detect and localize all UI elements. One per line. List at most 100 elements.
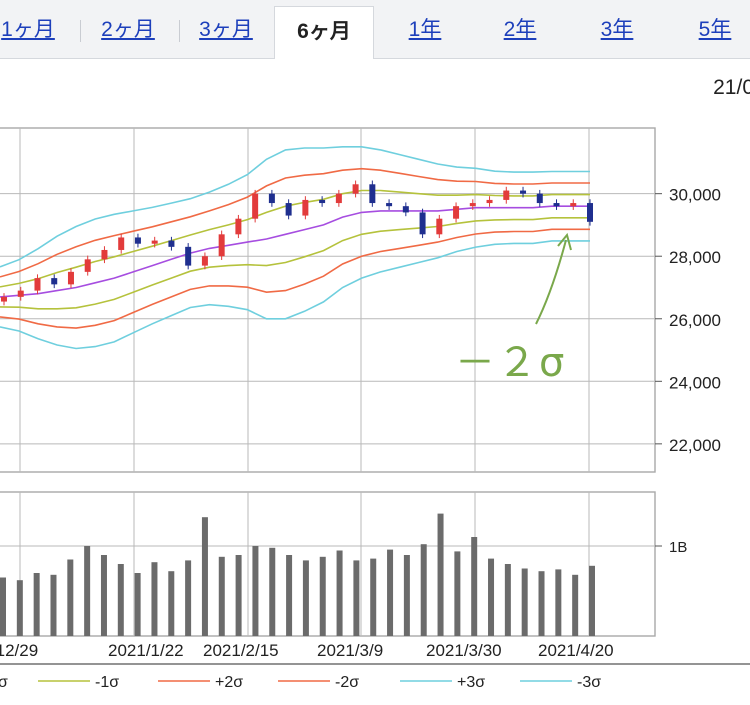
candle-down bbox=[134, 237, 141, 244]
volume-bar bbox=[151, 562, 158, 636]
tab-1-year[interactable]: 1年 bbox=[408, 18, 442, 41]
volume-tick-label: 1B bbox=[669, 539, 687, 556]
tab-6-months[interactable]: 6ヶ月 bbox=[274, 6, 374, 59]
candle-up bbox=[84, 259, 91, 272]
candle-down bbox=[369, 184, 376, 204]
candle-up bbox=[570, 203, 577, 207]
tab-2-months[interactable]: 2ヶ月 bbox=[101, 18, 155, 41]
candle-up bbox=[1, 296, 7, 302]
candle-up bbox=[67, 271, 74, 285]
volume-bar bbox=[420, 544, 427, 636]
volume-bar bbox=[538, 571, 545, 636]
candle-down bbox=[419, 212, 426, 235]
candle-up bbox=[218, 234, 225, 257]
minus-1-sigma-line bbox=[0, 217, 590, 310]
volume-bar bbox=[555, 569, 562, 636]
volume-bar bbox=[572, 574, 579, 636]
candle-down bbox=[553, 203, 560, 207]
volume-bar bbox=[370, 558, 377, 636]
candle-up bbox=[252, 193, 259, 219]
legend-label: -3σ bbox=[577, 674, 601, 691]
volume-bar bbox=[33, 573, 40, 636]
candle-down bbox=[185, 246, 192, 266]
candle-up bbox=[469, 203, 476, 207]
candle-up bbox=[101, 249, 108, 260]
minus-2-sigma-annotation: －２σ bbox=[455, 340, 567, 386]
tab-2-years[interactable]: 2年 bbox=[503, 18, 537, 41]
candle-down bbox=[168, 240, 175, 247]
candle-down bbox=[268, 193, 275, 204]
volume-bar bbox=[488, 558, 495, 636]
tab-1-month[interactable]: 1ヶ月 bbox=[1, 18, 55, 41]
volume-bar bbox=[168, 571, 175, 636]
volume-bar bbox=[67, 559, 74, 636]
candle-down bbox=[51, 278, 58, 285]
tab-separator bbox=[80, 20, 81, 42]
volume-bar bbox=[454, 551, 461, 636]
volume-bar bbox=[504, 564, 511, 636]
volume-bar bbox=[387, 549, 394, 636]
legend-label: -2σ bbox=[335, 674, 359, 691]
price-tick-label: 28,000 bbox=[669, 248, 721, 267]
candle-down bbox=[319, 199, 326, 204]
candle-up bbox=[17, 290, 24, 297]
volume-bar bbox=[252, 546, 259, 636]
candle-down bbox=[536, 193, 543, 204]
x-axis-label: 2021/3/30 bbox=[426, 641, 502, 660]
candle-up bbox=[235, 218, 242, 235]
candle-up bbox=[118, 237, 125, 250]
volume-bar bbox=[100, 555, 107, 636]
volume-bar bbox=[353, 560, 360, 636]
x-axis-label: 20/12/29 bbox=[0, 641, 38, 660]
volume-bar bbox=[0, 577, 6, 636]
volume-bar bbox=[286, 555, 293, 636]
x-axis-label: 2021/4/20 bbox=[538, 641, 614, 660]
volume-bar bbox=[185, 560, 192, 636]
legend-label: +2σ bbox=[215, 674, 243, 691]
candle-up bbox=[201, 256, 208, 266]
volume-bar bbox=[269, 547, 276, 636]
volume-bar bbox=[521, 568, 528, 636]
candle-up bbox=[352, 184, 359, 194]
volume-bar bbox=[403, 555, 410, 636]
plus-2-sigma-line bbox=[0, 167, 590, 278]
x-axis-label: 2021/2/15 bbox=[203, 641, 279, 660]
volume-panel bbox=[0, 491, 656, 637]
price-tick-label: 30,000 bbox=[669, 186, 721, 205]
price-tick-label: 26,000 bbox=[669, 311, 721, 330]
candle-down bbox=[520, 190, 527, 194]
candle-up bbox=[486, 199, 493, 204]
minus-2-sigma-line bbox=[0, 228, 590, 329]
candle-down bbox=[285, 203, 292, 216]
price-tick-label: 22,000 bbox=[669, 436, 721, 455]
tab-5-years[interactable]: 5年 bbox=[698, 18, 732, 41]
volume-bar bbox=[201, 517, 208, 636]
plus-3-sigma-line bbox=[0, 146, 590, 268]
candle-up bbox=[335, 193, 342, 204]
tab-3-months[interactable]: 3ヶ月 bbox=[199, 18, 253, 41]
plus-1-sigma-line bbox=[0, 189, 590, 288]
candle-down bbox=[386, 203, 393, 207]
volume-bar bbox=[471, 537, 478, 636]
annotation-arrow bbox=[535, 239, 567, 325]
candle-up bbox=[503, 190, 510, 200]
candle-down bbox=[402, 206, 409, 213]
tab-3-years[interactable]: 3年 bbox=[600, 18, 634, 41]
volume-bar bbox=[16, 580, 23, 636]
tab-separator bbox=[179, 20, 180, 42]
volume-bar bbox=[218, 556, 225, 636]
candle-up bbox=[34, 278, 41, 291]
annotation-arrowhead bbox=[557, 232, 572, 251]
period-tabbar: 1ヶ月 2ヶ月 3ヶ月 6ヶ月 1年 2年 3年 5年 bbox=[0, 0, 750, 59]
volume-bar bbox=[302, 560, 309, 636]
legend-label: σ bbox=[0, 674, 8, 691]
date-readout: 21/0 bbox=[713, 76, 750, 99]
price-tick-label: 24,000 bbox=[669, 373, 721, 392]
candle-up bbox=[453, 206, 460, 219]
volume-bar bbox=[336, 550, 343, 636]
volume-bar bbox=[589, 565, 595, 636]
price-panel bbox=[0, 127, 656, 473]
volume-bar bbox=[437, 513, 444, 636]
volume-bar bbox=[134, 573, 141, 636]
moving-average-line bbox=[0, 205, 590, 298]
